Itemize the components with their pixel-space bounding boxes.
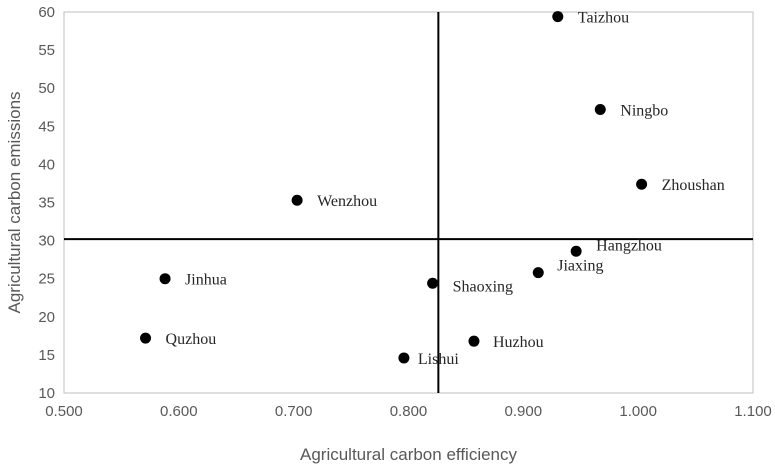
x-tick-label: 0.700 [275,403,313,420]
data-point [291,194,303,206]
point-label: Wenzhou [317,193,377,210]
data-point [140,332,152,344]
point-label: Jinhua [185,272,227,289]
point-label: Lishui [418,351,459,368]
data-point [427,277,439,289]
x-tick-label: 0.800 [390,403,428,420]
x-tick-label: 0.600 [160,403,198,420]
y-tick-label: 30 [38,233,55,250]
y-axis-title: Agricultural carbon emissions [5,91,24,313]
data-point [570,245,582,257]
data-point [532,267,544,279]
y-tick-label: 20 [38,309,55,326]
point-label: Huzhou [493,334,544,351]
y-tick-label: 15 [38,347,55,364]
y-tick-label: 60 [38,4,55,21]
point-label: Hangzhou [596,237,662,254]
point-labels: Taizhou Ningbo Zhoushan Wenzhou Hangzhou Jiax… [166,10,725,368]
y-tick-label: 50 [38,80,55,97]
y-tick-label: 10 [38,385,55,402]
y-tick-label: 35 [38,195,55,212]
y-tick-label: 45 [38,118,55,135]
point-label: Jiaxing [557,258,603,275]
point-label: Shaoxing [453,278,513,295]
data-point [636,178,648,190]
data-point [159,273,171,285]
data-point [468,335,480,347]
data-point [398,352,410,364]
data-points [140,11,648,364]
x-axis-title: Agricultural carbon efficiency [300,445,518,464]
y-tick-label: 25 [38,271,55,288]
point-label: Zhoushan [662,177,725,194]
point-label: Taizhou [578,10,629,27]
x-tick-label: 0.900 [505,403,543,420]
data-point [552,11,564,23]
point-label: Ningbo [620,103,668,120]
y-tick-label: 40 [38,156,55,173]
data-point [594,104,606,116]
reference-lines [64,12,753,393]
x-tick-label: 0.500 [45,403,83,420]
x-tick-label: 1.000 [619,403,657,420]
x-tick-label: 1.100 [734,403,772,420]
x-axis-tick-labels: 0.500 0.600 0.700 0.800 0.900 1.000 1.100 [45,403,772,420]
y-tick-label: 55 [38,42,55,59]
plot-area [63,11,754,394]
point-label: Quzhou [166,331,217,348]
y-axis-tick-labels: 10 15 20 25 30 35 40 45 50 55 60 [38,4,55,402]
